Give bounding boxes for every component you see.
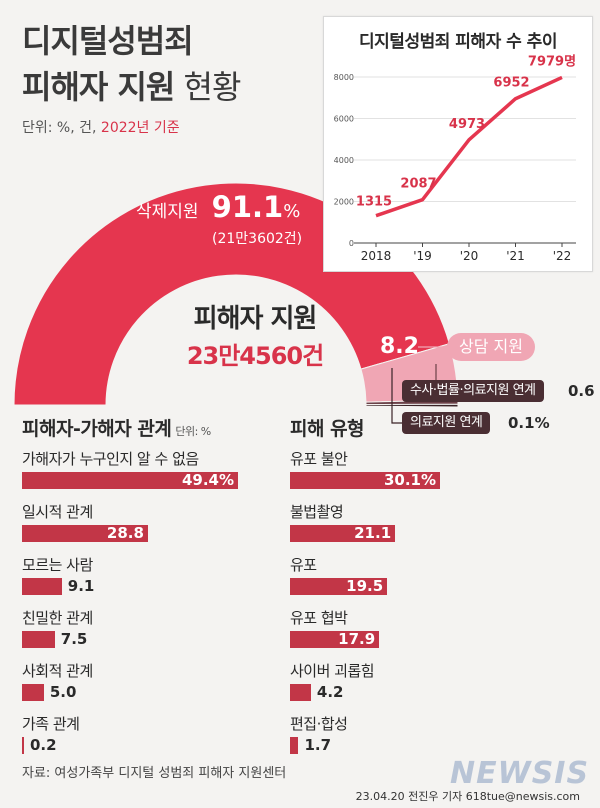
bar-category-label: 일시적 관계 bbox=[22, 503, 93, 521]
bar-mark bbox=[290, 737, 299, 754]
bar-mark bbox=[22, 525, 148, 542]
slice-deletion-name: 삭제지원 bbox=[136, 202, 199, 222]
slice-deletion-unit: % bbox=[283, 201, 301, 222]
title-line2-bold: 피해자 지원 bbox=[22, 68, 175, 106]
trend-chart-title: 디지털성범죄 피해자 수 추이 bbox=[359, 32, 557, 52]
relation-section-title: 피해자-가해자 관계 단위: % bbox=[22, 414, 211, 441]
bar-category-label: 사회적 관계 bbox=[22, 662, 93, 680]
source-note: 자료: 여성가족부 디지털 성범죄 피해자 지원센터 bbox=[22, 766, 287, 781]
bar-mark bbox=[290, 684, 311, 701]
unit-year: 2022년 기준 bbox=[100, 120, 180, 136]
donut-center-title: 피해자 지원 bbox=[193, 304, 318, 334]
bar-mark bbox=[22, 631, 55, 648]
bar-category-label: 사이버 괴롭힘 bbox=[290, 662, 375, 680]
slice-counseling-value: 8.2 bbox=[380, 334, 419, 359]
donut-slice-3 bbox=[365, 403, 459, 408]
trend-ytick: 8000 bbox=[334, 73, 354, 82]
bar-value-label: 9.1 bbox=[67, 577, 95, 595]
bar-value-label: 17.9 bbox=[338, 630, 376, 648]
bar-category-label: 불법촬영 bbox=[290, 503, 344, 521]
trend-xtick-label: 2018 bbox=[361, 249, 392, 263]
trend-series-line bbox=[375, 75, 563, 218]
trend-value-label: 2087 bbox=[400, 177, 436, 192]
slice-deletion-label: 삭제지원 91.1% bbox=[136, 190, 300, 224]
bar-category-label: 친밀한 관계 bbox=[22, 609, 93, 627]
trend-xtick-label: '21 bbox=[506, 249, 525, 263]
slice-medical-tag: 의료지원 연계 bbox=[402, 412, 491, 434]
trend-ytick: 0 bbox=[349, 239, 354, 248]
slice-medical-value: 0.1% bbox=[508, 414, 550, 432]
relation-title: 피해자-가해자 관계 bbox=[22, 418, 172, 440]
bar-value-label: 28.8 bbox=[106, 524, 144, 542]
bar-mark bbox=[290, 631, 380, 648]
trend-xtick-label: '19 bbox=[413, 249, 432, 263]
bar-mark bbox=[22, 737, 24, 754]
bar-mark bbox=[290, 525, 396, 542]
bar-category-label: 유포 bbox=[290, 556, 317, 574]
trend-value-label: 1315 bbox=[356, 195, 392, 210]
unit-note: 단위: %, 건, 2022년 기준 bbox=[22, 117, 180, 137]
bar-mark bbox=[290, 578, 388, 595]
slice-legal-tag: 수사·법률·의료지원 연계 bbox=[402, 380, 544, 402]
trend-ytick: 4000 bbox=[334, 156, 354, 165]
title-line2: 피해자 지원 현황 bbox=[22, 62, 242, 108]
bar-value-label: 30.1% bbox=[383, 471, 436, 489]
trend-value-label: 6952 bbox=[493, 76, 529, 91]
slice-legal-value: 0.6 bbox=[568, 382, 595, 400]
trend-value-label: 7979명 bbox=[528, 53, 576, 69]
bar-mark bbox=[290, 472, 440, 489]
bar-category-label: 유포 협박 bbox=[290, 609, 348, 627]
title-line2-light: 현황 bbox=[174, 68, 242, 106]
bar-category-label: 가족 관계 bbox=[22, 715, 80, 733]
bar-category-label: 유포 불안 bbox=[290, 450, 348, 468]
newsis-watermark: NEWSIS bbox=[450, 756, 590, 791]
bar-value-label: 7.5 bbox=[60, 630, 88, 648]
bar-mark bbox=[22, 684, 44, 701]
trend-ytick: 6000 bbox=[334, 115, 354, 124]
bar-category-label: 가해자가 누구인지 알 수 없음 bbox=[22, 450, 199, 468]
bar-mark bbox=[22, 472, 238, 489]
bar-mark bbox=[22, 578, 62, 595]
bar-value-label: 5.0 bbox=[49, 683, 77, 701]
bar-category-label: 편집·합성 bbox=[290, 715, 348, 733]
trend-ytick: 2000 bbox=[334, 198, 354, 207]
bar-value-label: 0.2 bbox=[30, 736, 57, 754]
slice-deletion-value: 91.1 bbox=[211, 190, 284, 224]
bar-value-label: 21.1 bbox=[354, 524, 392, 542]
relation-unit: 단위: % bbox=[175, 425, 211, 438]
bar-value-label: 1.7 bbox=[304, 736, 332, 754]
slice-deletion-count: (21만3602건) bbox=[212, 231, 303, 247]
slice-counseling-pill: 상담 지원 bbox=[447, 333, 535, 361]
title-line1: 디지털성범죄 bbox=[22, 22, 194, 60]
leader-line-medical bbox=[391, 368, 402, 424]
trend-xtick-label: '20 bbox=[460, 249, 479, 263]
donut-center-total: 23만4560건 bbox=[186, 342, 324, 370]
credit-line: 23.04.20 전진우 기자 618tue@newsis.com bbox=[355, 790, 580, 803]
bar-category-label: 모르는 사람 bbox=[22, 556, 93, 574]
trend-line-chart: 8000 6000 4000 2000 0 2018 '19 '20 '21 '22 1315 208… bbox=[334, 53, 576, 263]
bar-value-label: 4.2 bbox=[316, 683, 344, 701]
victim-trend-panel: 디지털성범죄 피해자 수 추이 8000 6000 4000 2000 0 2018 '19… bbox=[323, 16, 593, 272]
trend-xtick-label: '22 bbox=[553, 249, 572, 263]
type-section-title: 피해 유형 bbox=[290, 418, 365, 440]
bar-value-label: 19.5 bbox=[346, 577, 384, 595]
unit-prefix: 단위: %, 건, bbox=[22, 120, 101, 136]
trend-value-label: 4973 bbox=[449, 117, 485, 132]
bar-value-label: 49.4% bbox=[181, 471, 234, 489]
